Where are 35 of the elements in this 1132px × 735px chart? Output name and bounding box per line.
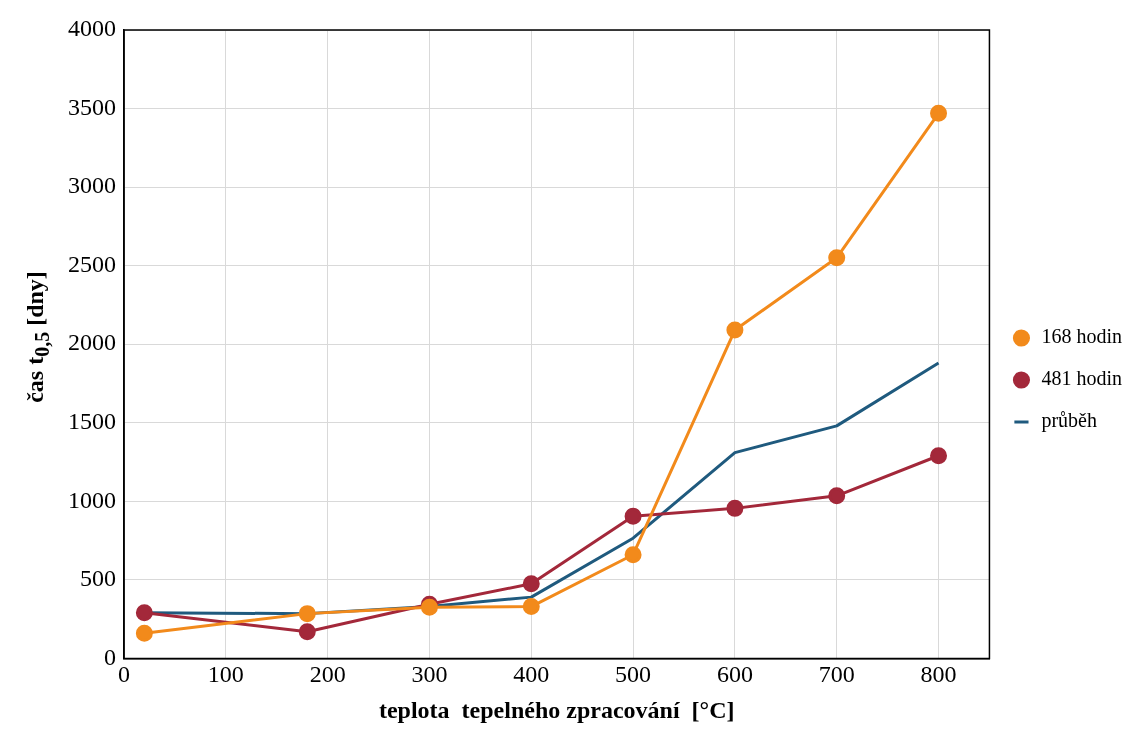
point	[135, 604, 153, 622]
x-tick-label: 100	[207, 661, 244, 688]
y-tick-label: 4000	[68, 15, 116, 42]
y-tick-label: 3500	[68, 93, 116, 120]
legend-label: 168 hodin	[1041, 325, 1123, 348]
point	[930, 104, 948, 122]
x-tick-label: 700	[818, 661, 855, 688]
point	[522, 575, 540, 593]
y-tick-label: 3000	[68, 172, 116, 199]
x-tick-label: 400	[513, 661, 550, 688]
legend-label: 481 hodin	[1041, 367, 1123, 390]
point	[298, 623, 316, 641]
point	[522, 598, 540, 616]
x-tick-label: 500	[615, 661, 652, 688]
y-tick-label: 1500	[68, 408, 116, 435]
point	[930, 447, 948, 465]
point	[135, 624, 153, 642]
point	[828, 249, 846, 267]
point	[624, 546, 642, 564]
legend-label: průběh	[1041, 409, 1097, 433]
point	[624, 507, 642, 525]
x-tick-label: 200	[309, 661, 346, 688]
y-tick-label: 500	[80, 565, 116, 592]
y-tick-label: 0	[104, 643, 116, 670]
x-tick-label: 300	[411, 661, 448, 688]
y-tick-label: 2500	[68, 250, 116, 277]
y-tick-label: 1000	[68, 486, 116, 513]
point	[828, 487, 846, 505]
x-tick-label: 600	[716, 661, 753, 688]
point	[726, 321, 744, 339]
y-tick-label: 2000	[68, 329, 116, 356]
x-axis-title: teplota tepelného zpracování [°C]	[378, 696, 735, 723]
x-tick-label: 800	[920, 661, 957, 688]
point	[726, 499, 744, 517]
point	[298, 605, 316, 623]
